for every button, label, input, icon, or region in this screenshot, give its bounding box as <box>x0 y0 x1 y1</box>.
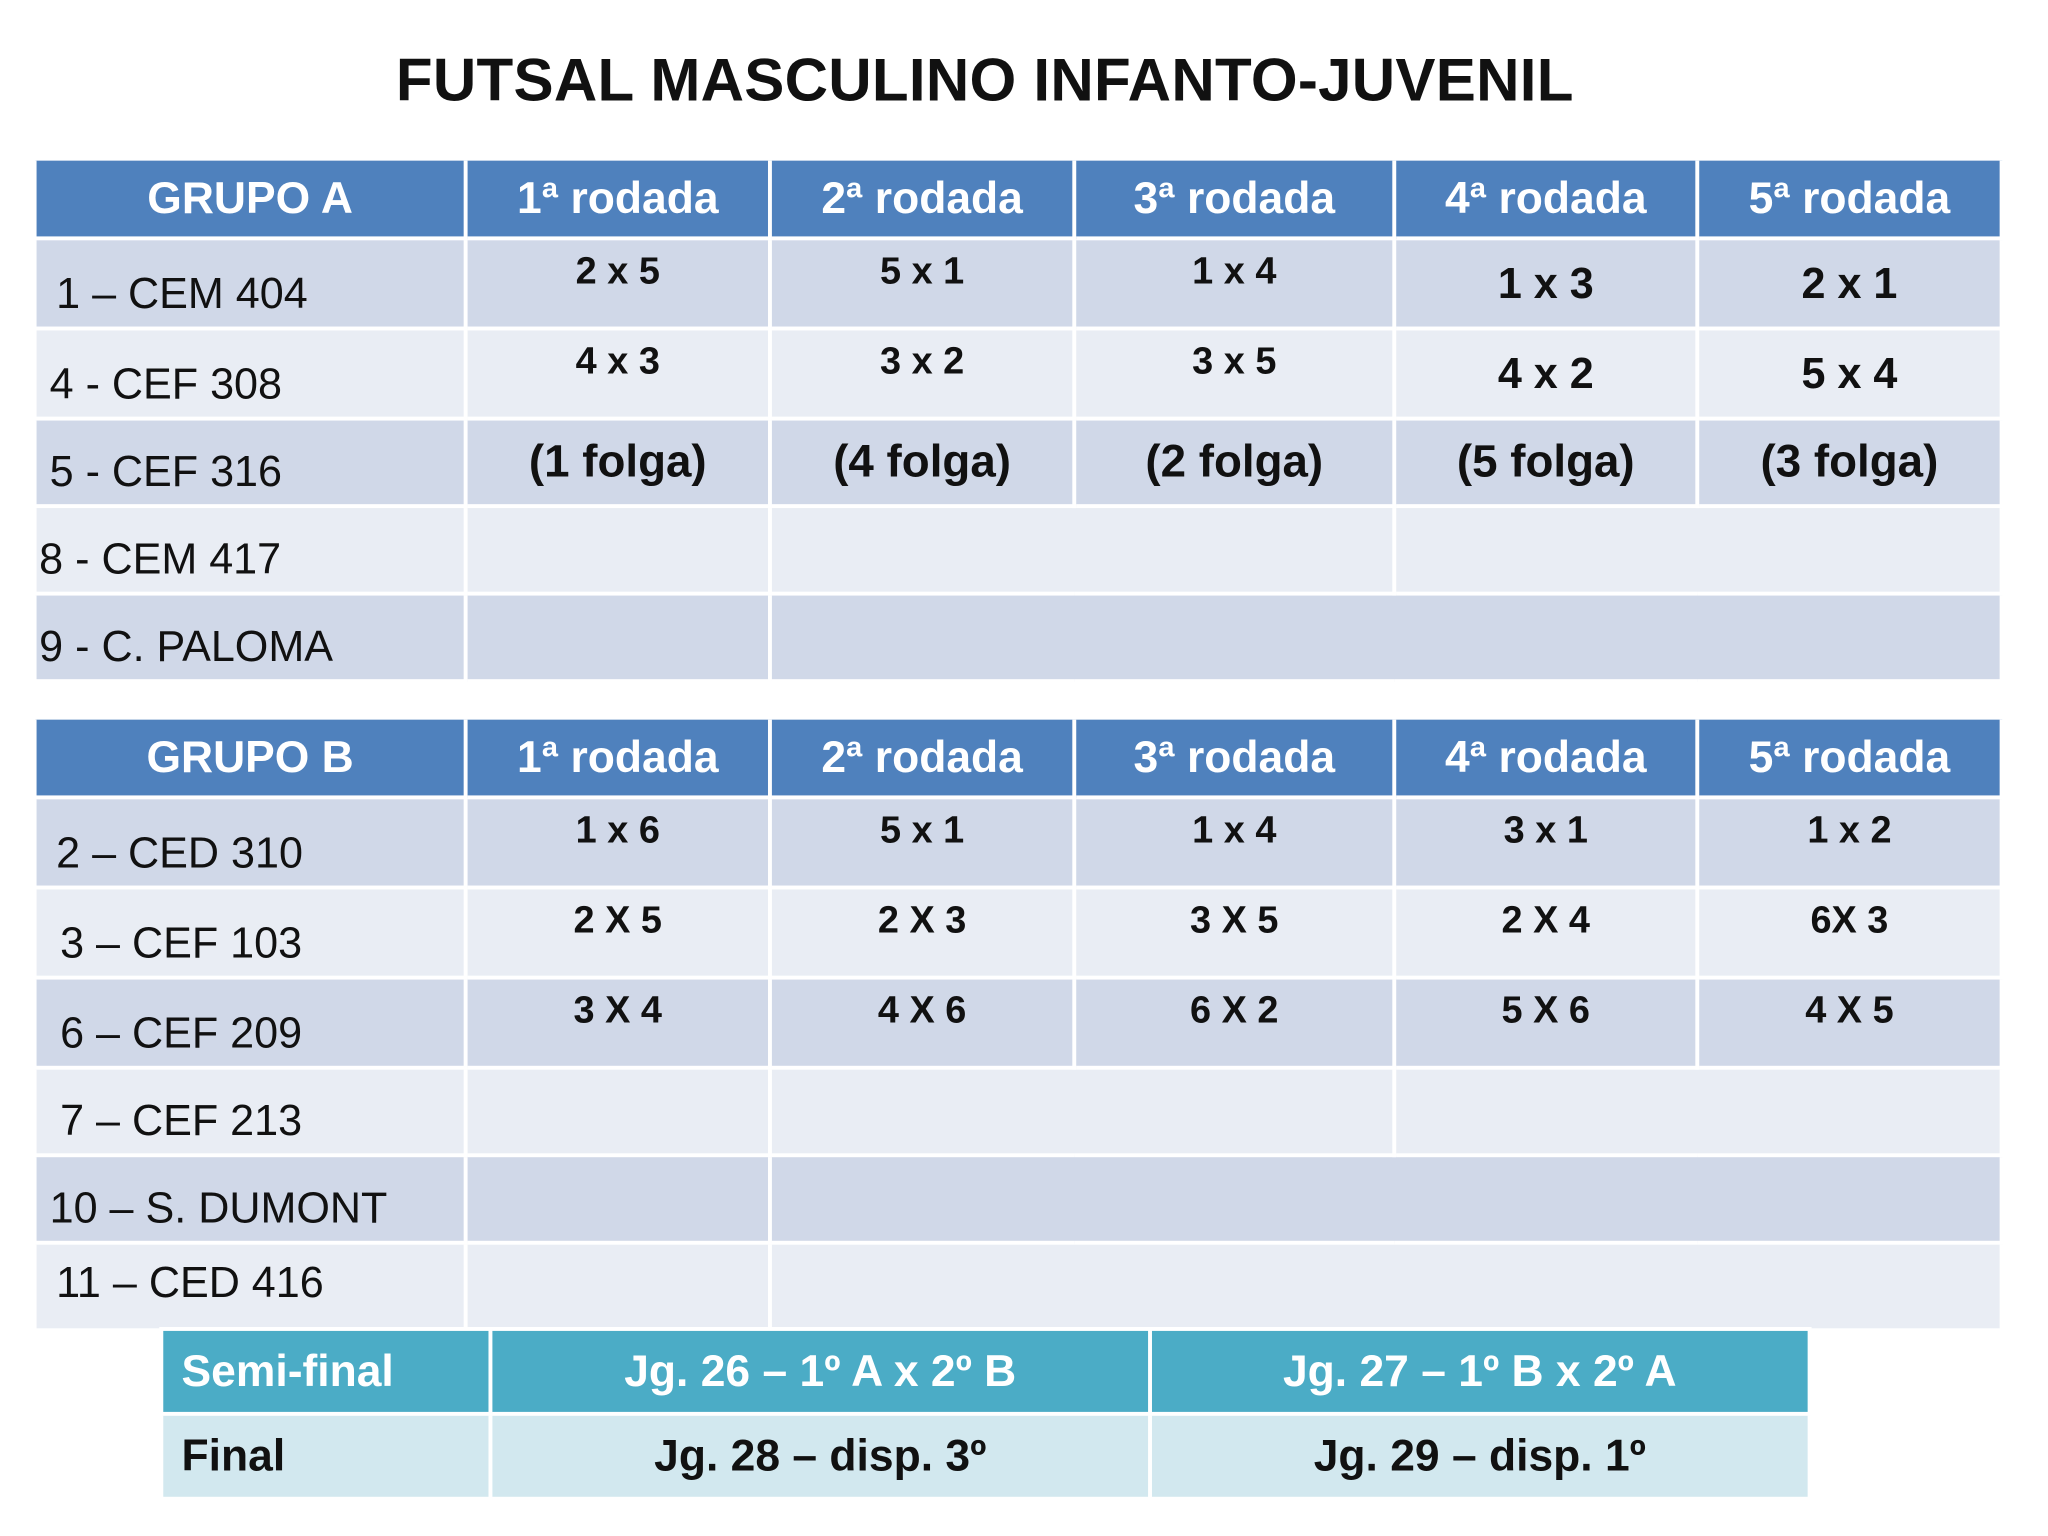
table-row: 5 - CEF 316 (1 folga) (4 folga) (2 folga… <box>32 416 2004 509</box>
group-a-header-row: GRUPO A 1ª rodada 2ª rodada 3ª rodada 4ª… <box>32 160 2004 241</box>
final-label: Final <box>159 1411 493 1501</box>
table-row: 4 - CEF 308 4 x 3 3 x 2 3 x 5 4 x 2 5 x … <box>32 326 2004 421</box>
match-cell: 5 x 4 <box>1695 326 2004 421</box>
group-b-table: GRUPO B 1ª rodada 2ª rodada 3ª rodada 4ª… <box>32 719 2004 1333</box>
match-cell: 1 x 4 <box>1072 795 1397 890</box>
final-row: Final Jg. 28 – disp. 3º Jg. 29 – disp. 1… <box>159 1411 1812 1501</box>
group-b-round-4: 4ª rodada <box>1392 719 1700 800</box>
empty-cell <box>767 591 2004 684</box>
table-row: 10 – S. DUMONT <box>32 1153 2004 1245</box>
match-cell: 1 x 4 <box>1072 236 1397 331</box>
match-cell: 2 x 1 <box>1695 236 2004 331</box>
table-row: 6 – CEF 209 3 X 4 4 X 6 6 X 2 5 X 6 4 X … <box>32 975 2004 1070</box>
match-cell: 2 X 4 <box>1392 885 1700 980</box>
empty-cell <box>767 504 1397 596</box>
bye-cell: (4 folga) <box>767 416 1077 509</box>
empty-cell <box>1392 1065 2004 1158</box>
table-row: 9 - C. PALOMA <box>32 591 2004 684</box>
group-a-table: GRUPO A 1ª rodada 2ª rodada 3ª rodada 4ª… <box>32 160 2004 684</box>
match-cell: 1 x 2 <box>1695 795 2004 890</box>
match-cell: 4 x 2 <box>1392 326 1700 421</box>
group-a-round-5: 5ª rodada <box>1695 160 2004 241</box>
finals-table: Semi-final Jg. 26 – 1º A x 2º B Jg. 27 –… <box>159 1326 1812 1501</box>
table-row: 8 - CEM 417 <box>32 504 2004 596</box>
table-row: 3 – CEF 103 2 X 5 2 X 3 3 X 5 2 X 4 6X 3 <box>32 885 2004 980</box>
team-name: 11 – CED 416 <box>32 1240 468 1333</box>
match-cell: 4 x 3 <box>463 326 772 421</box>
match-cell: 4 X 5 <box>1695 975 2004 1070</box>
match-cell: 3 x 5 <box>1072 326 1397 421</box>
team-name: 4 - CEF 308 <box>32 326 468 421</box>
group-b-round-1: 1ª rodada <box>463 719 772 800</box>
team-name: 1 – CEM 404 <box>32 236 468 331</box>
empty-cell <box>463 591 772 684</box>
table-row: 1 – CEM 404 2 x 5 5 x 1 1 x 4 1 x 3 2 x … <box>32 236 2004 331</box>
group-b-round-3: 3ª rodada <box>1072 719 1397 800</box>
group-b-round-5: 5ª rodada <box>1695 719 2004 800</box>
match-cell: 6X 3 <box>1695 885 2004 980</box>
empty-cell <box>767 1065 1397 1158</box>
semi-final-row: Semi-final Jg. 26 – 1º A x 2º B Jg. 27 –… <box>159 1326 1812 1416</box>
final-game-28: Jg. 28 – disp. 3º <box>488 1411 1152 1501</box>
empty-cell <box>463 1153 772 1245</box>
empty-cell <box>767 1153 2004 1245</box>
semi-final-label: Semi-final <box>159 1326 493 1416</box>
team-name: 9 - C. PALOMA <box>32 591 468 684</box>
match-cell: 5 x 1 <box>767 795 1077 890</box>
group-a-round-3: 3ª rodada <box>1072 160 1397 241</box>
final-game-29: Jg. 29 – disp. 1º <box>1148 1411 1812 1501</box>
empty-cell <box>767 1240 2004 1333</box>
empty-cell <box>463 504 772 596</box>
team-name: 10 – S. DUMONT <box>32 1153 468 1245</box>
match-cell: 5 X 6 <box>1392 975 1700 1070</box>
team-name: 3 – CEF 103 <box>32 885 468 980</box>
match-cell: 2 X 5 <box>463 885 772 980</box>
match-cell: 2 X 3 <box>767 885 1077 980</box>
match-cell: 1 x 3 <box>1392 236 1700 331</box>
team-name: 2 – CED 310 <box>32 795 468 890</box>
team-name: 8 - CEM 417 <box>32 504 468 596</box>
team-name: 6 – CEF 209 <box>32 975 468 1070</box>
team-name: 7 – CEF 213 <box>32 1065 468 1158</box>
match-cell: 4 X 6 <box>767 975 1077 1070</box>
semi-final-game-26: Jg. 26 – 1º A x 2º B <box>488 1326 1152 1416</box>
team-name: 5 - CEF 316 <box>32 416 468 509</box>
empty-cell <box>463 1240 772 1333</box>
table-row: 2 – CED 310 1 x 6 5 x 1 1 x 4 3 x 1 1 x … <box>32 795 2004 890</box>
table-row: 7 – CEF 213 <box>32 1065 2004 1158</box>
group-b-header-row: GRUPO B 1ª rodada 2ª rodada 3ª rodada 4ª… <box>32 719 2004 800</box>
match-cell: 3 X 5 <box>1072 885 1397 980</box>
group-a-round-4: 4ª rodada <box>1392 160 1700 241</box>
group-a-round-1: 1ª rodada <box>463 160 772 241</box>
bye-cell: (1 folga) <box>463 416 772 509</box>
match-cell: 3 X 4 <box>463 975 772 1070</box>
bye-cell: (5 folga) <box>1392 416 1700 509</box>
match-cell: 2 x 5 <box>463 236 772 331</box>
bye-cell: (3 folga) <box>1695 416 2004 509</box>
match-cell: 1 x 6 <box>463 795 772 890</box>
bye-cell: (2 folga) <box>1072 416 1397 509</box>
page-title: FUTSAL MASCULINO INFANTO-JUVENIL <box>395 45 1574 114</box>
group-b-round-2: 2ª rodada <box>767 719 1077 800</box>
match-cell: 3 x 2 <box>767 326 1077 421</box>
group-a-title: GRUPO A <box>32 160 468 241</box>
match-cell: 5 x 1 <box>767 236 1077 331</box>
table-row: 11 – CED 416 <box>32 1240 2004 1333</box>
group-b-title: GRUPO B <box>32 719 468 800</box>
match-cell: 3 x 1 <box>1392 795 1700 890</box>
match-cell: 6 X 2 <box>1072 975 1397 1070</box>
empty-cell <box>463 1065 772 1158</box>
semi-final-game-27: Jg. 27 – 1º B x 2º A <box>1148 1326 1812 1416</box>
empty-cell <box>1392 504 2004 596</box>
group-a-round-2: 2ª rodada <box>767 160 1077 241</box>
